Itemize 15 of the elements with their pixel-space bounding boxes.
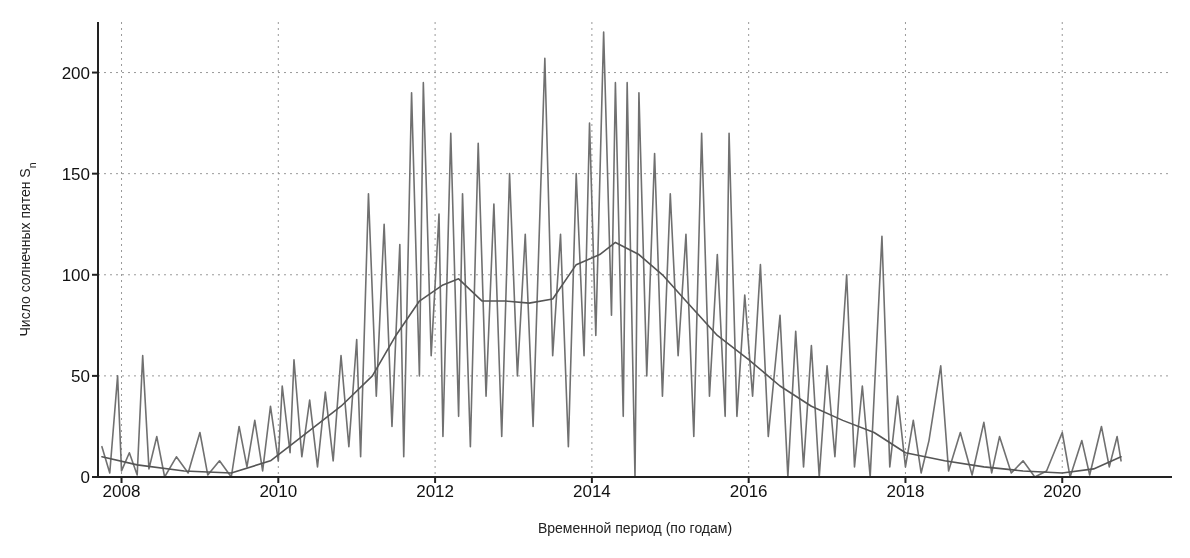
y-tick-label: 100 [61,265,90,285]
x-tick-label: 2012 [416,482,455,502]
x-tick-label: 2008 [102,482,141,502]
y-tick-label: 50 [71,366,90,386]
line-series [101,241,1122,474]
y-tick-label: 150 [61,164,90,184]
x-tick-label: 2018 [886,482,925,502]
x-axis-title: Временной период (по годам) [537,520,733,536]
y-tick-label: 200 [61,63,90,83]
x-tick-label: 2010 [259,482,298,502]
y-tick-label: 0 [80,468,90,488]
line-series [101,31,1122,477]
x-tick-label: 2014 [572,482,611,502]
x-tick-label: 2016 [729,482,768,502]
x-tick-label: 2020 [1043,482,1082,502]
